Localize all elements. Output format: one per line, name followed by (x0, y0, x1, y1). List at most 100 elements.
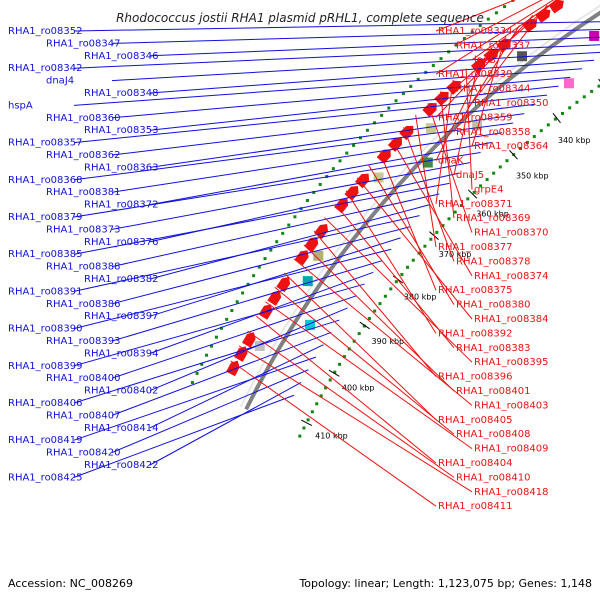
right-gene-label: RHA1_ro08392 (438, 328, 513, 339)
plasmid-backbone (239, 4, 600, 411)
leader-line (391, 139, 473, 277)
outer-track-dot (235, 300, 239, 304)
inner-track-dot (411, 258, 415, 262)
scale-tick-label: 360 kbp (476, 210, 509, 219)
reverse-gene (344, 185, 359, 201)
leader-line (111, 76, 571, 119)
leader-line (427, 103, 473, 233)
scale-tick-label: 390 kbp (372, 337, 405, 346)
leader-line (149, 307, 348, 392)
left-gene-label: RHA1_ro08376 (84, 237, 159, 248)
leader-line (111, 226, 411, 305)
left-gene-label: RHA1_ro08368 (8, 175, 83, 186)
scale-tick-label: 350 kbp (516, 172, 549, 181)
right-gene-label: RHA1_ro08404 (438, 458, 513, 469)
inner-track-dot (525, 140, 529, 144)
left-gene-label: dnaJ4 (46, 76, 74, 87)
outer-track-dot (358, 136, 362, 140)
leader-line (149, 381, 302, 466)
outer-track-dot (394, 99, 398, 103)
leader-line (313, 230, 437, 377)
scale-tick-mark (359, 321, 370, 330)
left-gene-label: RHA1_ro08397 (84, 311, 159, 322)
inner-track-dot (519, 146, 523, 150)
reverse-gene-shape (548, 0, 564, 14)
misc-feature (304, 319, 315, 330)
leader-line (334, 203, 455, 349)
leader-line (230, 360, 437, 507)
right-gene-label: RHA1_ro08369 (456, 213, 531, 224)
right-gene-label: RHA1_ro08383 (456, 343, 531, 354)
accession-text: Accession: NC_008269 (8, 577, 133, 590)
right-gene-label: RHA1_ro08334 (438, 26, 513, 37)
position-dots (190, 0, 600, 438)
leader-line (111, 103, 536, 156)
inner-track-dot (324, 386, 328, 390)
right-gene-label: RHA1_ro08350 (474, 98, 549, 109)
topology-summary: Topology: linear; Length: 1,123,075 bp; … (298, 577, 592, 590)
misc-feature (313, 250, 324, 261)
outer-track-dot (372, 121, 376, 125)
leader-line (379, 151, 437, 291)
outer-track-dot (281, 231, 285, 235)
inner-track-dot (435, 230, 439, 234)
misc-feature (422, 157, 433, 168)
scale-tick-label: 340 kbp (558, 136, 591, 145)
right-gene-label: RHA1_ro08370 (474, 228, 549, 239)
scale-tick-mark (467, 189, 478, 199)
inner-track-dot (367, 317, 371, 321)
outer-track-dot (246, 282, 250, 286)
backbone-shadow (239, 4, 600, 408)
inner-track-dot (472, 190, 476, 194)
leader-line (73, 68, 583, 106)
outer-track-dot (305, 199, 309, 203)
left-gene-label: RHA1_ro08372 (84, 200, 159, 211)
reverse-gene-shape (242, 332, 256, 348)
left-gene-label: RHA1_ro08362 (46, 150, 121, 161)
left-gene-label: RHA1_ro08346 (84, 51, 159, 62)
left-gene-label: RHA1_ro08357 (8, 138, 83, 149)
left-gene-label: RHA1_ro08414 (84, 423, 159, 434)
right-gene-label: RHA1_ro08337 (456, 40, 531, 51)
outer-track-dot (209, 344, 213, 348)
misc-feature (373, 172, 384, 183)
scale-tick-label: 400 kbp (342, 384, 375, 393)
leader-line (73, 122, 514, 181)
outer-track-dot (225, 317, 229, 321)
misc-feature (472, 120, 483, 131)
leader-line (439, 91, 455, 219)
left-gene-label: RHA1_ro08394 (84, 348, 159, 359)
left-gene-label: RHA1_ro08381 (46, 187, 121, 198)
outer-track-dot (401, 92, 405, 96)
left-gene-label: RHA1_ro08379 (8, 212, 83, 223)
inner-track-dot (453, 210, 457, 214)
leader-line (73, 44, 600, 69)
misc-feature (563, 78, 574, 89)
leader-line (453, 57, 480, 176)
scale-tick-mark (328, 369, 340, 377)
outer-track-dot (331, 167, 335, 171)
leader-line (293, 258, 473, 406)
gene-labels: RHA1_ro08352RHA1_ro08347RHA1_ro08346RHA1… (8, 26, 549, 512)
inner-track-dot (298, 434, 302, 438)
inner-track-dot (485, 178, 489, 182)
inner-track-dot (498, 165, 502, 169)
leader-line (435, 0, 516, 32)
leader-line (356, 177, 473, 320)
inner-track-dot (400, 272, 404, 276)
left-gene-label: RHA1_ro08399 (8, 361, 83, 372)
left-gene-label: RHA1_ro08347 (46, 38, 121, 49)
leader-line (256, 315, 437, 464)
right-gene-label: RHA1_ro08371 (438, 199, 513, 210)
outer-track-dot (219, 326, 223, 330)
scale-tick-mark (509, 149, 518, 160)
outer-track-dot (387, 106, 391, 110)
outer-track-dot (503, 5, 507, 9)
right-gene-label: RHA1_ro08408 (456, 429, 531, 440)
left-gene-label: RHA1_ro08388 (46, 262, 121, 273)
reverse-gene-shape (267, 290, 282, 306)
reverse-gene (355, 173, 370, 189)
outer-track-dot (365, 128, 369, 132)
leader-line (471, 35, 507, 147)
